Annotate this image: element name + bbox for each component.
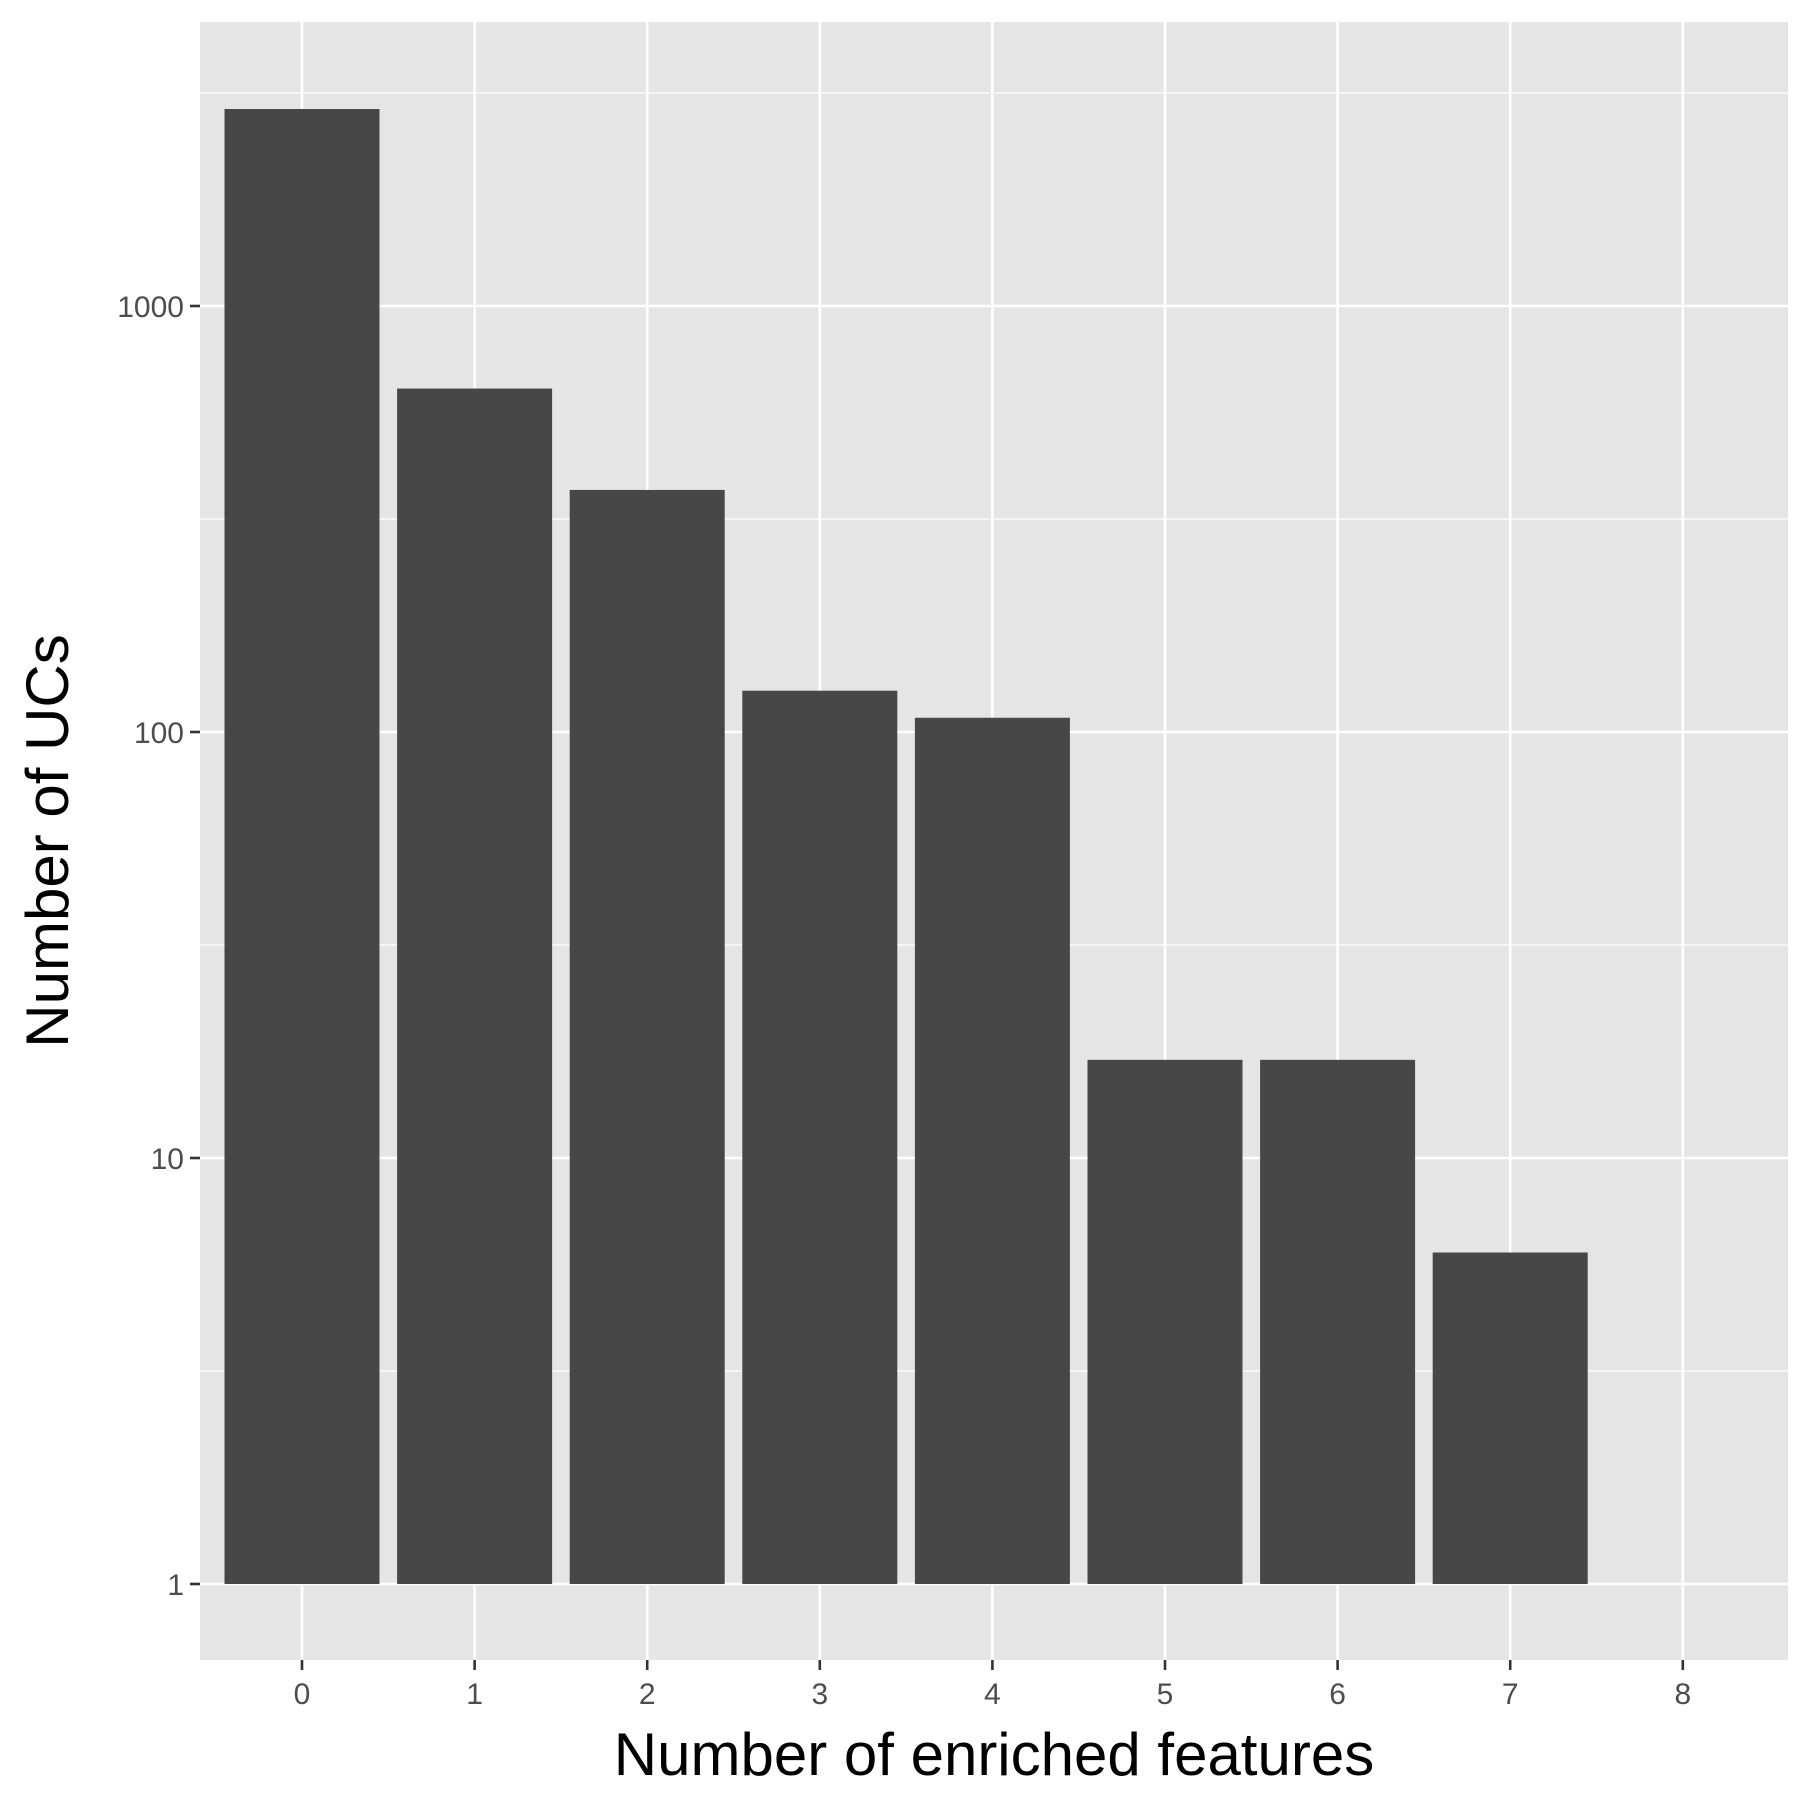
bar-3 (742, 690, 898, 1584)
bar-5 (1087, 1059, 1243, 1584)
bar-1 (397, 388, 553, 1584)
x-tick-label: 7 (1502, 1678, 1519, 1711)
x-tick-label: 1 (466, 1678, 483, 1711)
bars (224, 109, 1588, 1585)
x-tick-label: 2 (639, 1678, 656, 1711)
bar-4 (914, 717, 1070, 1584)
x-tick-label: 8 (1674, 1678, 1691, 1711)
bar-2 (569, 489, 725, 1585)
y-axis-title: Number of UCs (14, 634, 81, 1047)
x-tick-label: 5 (1157, 1678, 1174, 1711)
y-tick-label: 1000 (117, 291, 184, 324)
y-tick-label: 100 (134, 717, 184, 750)
bar-0 (224, 109, 380, 1585)
y-axis-ticks: 1 10 100 1000 (117, 291, 200, 1602)
y-tick-label: 1 (167, 1569, 184, 1602)
x-tick-label: 6 (1329, 1678, 1346, 1711)
x-tick-label: 0 (294, 1678, 311, 1711)
x-tick-label: 4 (984, 1678, 1001, 1711)
x-axis-title: Number of enriched features (614, 1721, 1374, 1788)
x-tick-label: 3 (811, 1678, 828, 1711)
bar-7 (1432, 1252, 1588, 1584)
x-axis-ticks: 0 1 2 3 4 5 6 7 8 (294, 1660, 1691, 1711)
y-tick-label: 10 (151, 1143, 184, 1176)
bar-6 (1260, 1059, 1416, 1584)
